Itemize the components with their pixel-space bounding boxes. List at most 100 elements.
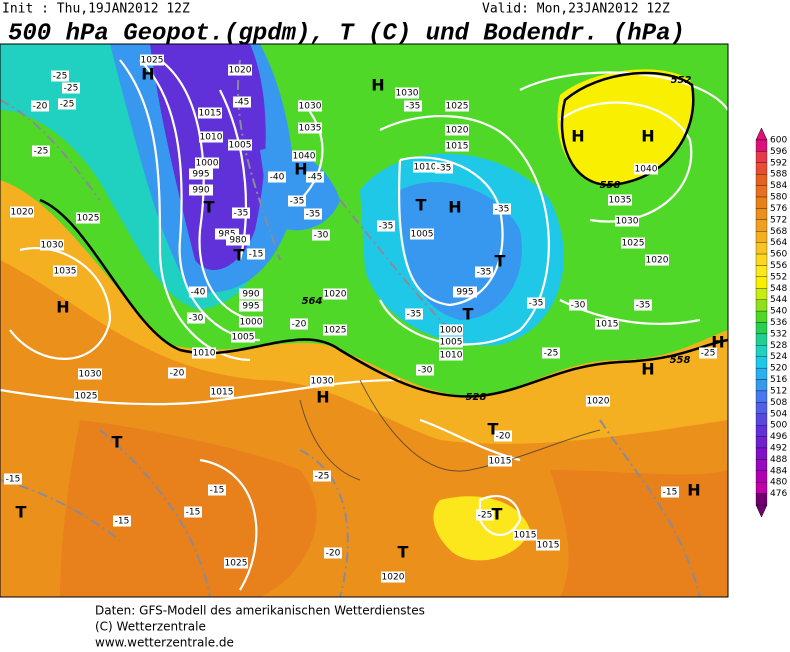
isobar-label-box xyxy=(310,375,334,387)
isobar-label-box xyxy=(634,163,658,175)
temperature-label-box xyxy=(312,229,330,241)
temperature-label-box xyxy=(113,515,131,527)
temperature-label: -30 xyxy=(189,314,204,324)
isobar-label-box xyxy=(453,286,477,298)
temperature-label: -35 xyxy=(477,268,492,278)
colorbar-cell xyxy=(755,174,768,186)
isobar-label: 1000 xyxy=(440,326,463,336)
isobar-label: 1000 xyxy=(196,159,219,169)
temperature-label-box xyxy=(313,470,331,482)
temperature-label: -25 xyxy=(60,100,75,110)
colorbar-label: 512 xyxy=(770,386,787,396)
temperature-label-box xyxy=(62,82,80,94)
temperature-label: -20 xyxy=(292,320,307,330)
temperature-label-box xyxy=(416,364,434,376)
isobar-label-box xyxy=(439,324,463,336)
temperature-label-box xyxy=(542,347,560,359)
isobar-label: 1035 xyxy=(54,267,77,277)
temperature-label: -15 xyxy=(249,250,264,260)
isobar-label-box xyxy=(298,100,322,112)
colorbar-cell xyxy=(755,459,768,471)
isobar-label-box xyxy=(189,184,213,196)
colorbar-label: 544 xyxy=(770,295,787,305)
temperature-label-box xyxy=(233,96,251,108)
isobar-label-box xyxy=(586,395,610,407)
isobar-label-box xyxy=(513,529,537,541)
isobar-label: 980 xyxy=(229,236,246,246)
isobar-label: 1005 xyxy=(411,230,434,240)
temperature-label: -15 xyxy=(186,508,201,518)
temperature-label-box xyxy=(527,297,545,309)
isobar-label-box xyxy=(199,131,223,143)
isobar-label: 1030 xyxy=(616,217,639,227)
isobar-label-box xyxy=(74,390,98,402)
map-labels: 1025102010151010100510009959909859809909… xyxy=(4,54,725,583)
isobar-label: 1025 xyxy=(622,239,645,249)
temperature-label: -25 xyxy=(64,84,79,94)
temperature-label-box xyxy=(184,506,202,518)
isobar-label-box xyxy=(10,206,34,218)
temperature-label: -15 xyxy=(210,486,225,496)
geopotential-label: 552 xyxy=(671,75,692,86)
pressure-center: T xyxy=(398,543,409,562)
isobar-label: 1030 xyxy=(311,377,334,387)
isobar-label-box xyxy=(192,347,216,359)
colorbar-tip xyxy=(755,127,768,141)
isobar-label: 1010 xyxy=(414,163,437,173)
isobar-label: 1020 xyxy=(229,66,252,76)
colorbar-label: 500 xyxy=(770,421,787,431)
colorbar-cell xyxy=(755,242,768,255)
colorbar-cell xyxy=(755,139,768,152)
colorbar-cell xyxy=(755,390,768,403)
temperature-label: -35 xyxy=(234,209,249,219)
pressure-center: H xyxy=(641,360,654,379)
pressure-center: H xyxy=(448,198,461,217)
colorbar-cell xyxy=(755,367,768,380)
isobar-label: 1025 xyxy=(225,559,248,569)
temperature-label-box xyxy=(475,266,493,278)
temperature-label-box xyxy=(699,347,717,359)
isobar-label: 1035 xyxy=(609,196,632,206)
isobar-label-box xyxy=(608,194,632,206)
temperature-label-box xyxy=(247,248,265,260)
isobar-label: 1000 xyxy=(240,318,263,328)
isobar-label: 1015 xyxy=(537,541,560,551)
isobar-label-box xyxy=(53,265,77,277)
colorbar-label: 584 xyxy=(770,181,787,191)
temperature-label-box xyxy=(476,509,494,521)
colorbar-cell xyxy=(755,196,768,209)
map-frame xyxy=(0,43,729,598)
init-time: Init : Thu,19JAN2012 12Z xyxy=(2,2,190,17)
colorbar-cell xyxy=(755,208,768,220)
isobar-label-box xyxy=(323,288,347,300)
isobar-label-box xyxy=(140,54,164,66)
isobar-label-box xyxy=(645,254,669,266)
pressure-center: T xyxy=(204,198,215,217)
temperature-label: -25 xyxy=(701,349,716,359)
colorbar-cell xyxy=(755,322,768,335)
temperature-label: -25 xyxy=(53,72,68,82)
temperature-label: -30 xyxy=(418,366,433,376)
temperature-label-box xyxy=(493,203,511,215)
isobar-label: 1020 xyxy=(11,208,34,218)
isobar-label-box xyxy=(615,215,639,227)
temperature-label-box xyxy=(4,473,22,485)
isobar-label: 1015 xyxy=(514,531,537,541)
colorbar-label: 520 xyxy=(770,364,787,374)
temperature-label: -45 xyxy=(308,173,323,183)
temperature-label-box xyxy=(187,312,205,324)
isobar-label-box xyxy=(445,124,469,136)
colorbar-label: 572 xyxy=(770,215,787,225)
colorbar-cell xyxy=(755,265,768,278)
isobar-label-box xyxy=(226,234,250,246)
colorbar-label: 504 xyxy=(770,409,787,419)
geopotential-label: 558 xyxy=(600,180,621,191)
temperature-label: -35 xyxy=(636,301,651,311)
isobar-label: 1015 xyxy=(199,109,222,119)
isobar-label-box xyxy=(445,140,469,152)
isobar-label-box xyxy=(536,539,560,551)
temperature-label-box xyxy=(208,484,226,496)
isobar-label-box xyxy=(195,157,219,169)
